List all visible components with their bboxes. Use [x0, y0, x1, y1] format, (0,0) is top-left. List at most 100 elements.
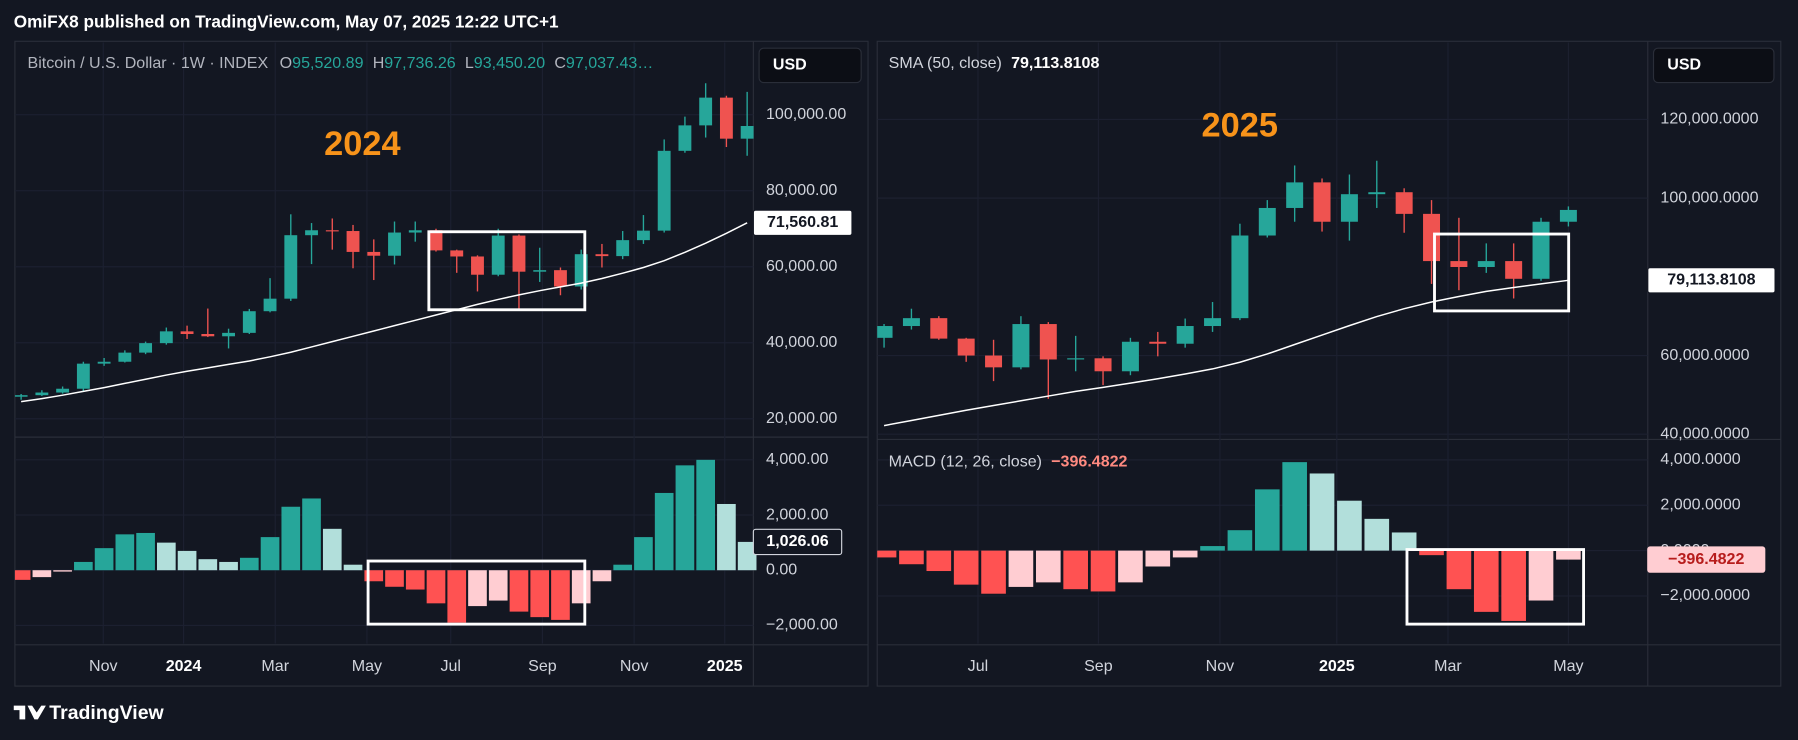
candle-body — [930, 318, 948, 339]
candle-body — [1423, 213, 1441, 262]
candle-body — [14, 395, 28, 397]
candle-body — [1149, 341, 1167, 344]
candle-body — [1231, 235, 1249, 319]
candle-body — [408, 230, 422, 233]
macd-bar — [877, 550, 897, 558]
macd-bar — [1008, 550, 1034, 587]
macd-bar — [488, 570, 508, 601]
sma-line — [883, 279, 1569, 427]
x-tick-label: Jul — [440, 657, 461, 675]
macd-bar — [675, 465, 695, 571]
macd-bar — [281, 506, 301, 571]
currency-button[interactable] — [758, 47, 862, 84]
macd-bar — [74, 561, 93, 571]
macd-bar — [219, 561, 238, 571]
macd-bar — [1364, 518, 1390, 551]
x-tick-label: Sep — [1084, 657, 1113, 675]
candle-body — [76, 363, 90, 389]
sma-value: 79,113.8108 — [1011, 54, 1099, 72]
candle-body — [305, 230, 318, 236]
candle-body — [56, 388, 70, 393]
macd-bar — [447, 570, 467, 623]
currency-label[interactable]: USD — [773, 56, 807, 74]
candle-body — [957, 338, 975, 356]
macd-bar — [32, 570, 52, 578]
candle-body — [719, 97, 733, 139]
macd-bar — [343, 564, 363, 571]
highlight-box — [1405, 548, 1586, 626]
macd-badge — [1647, 546, 1766, 573]
candle-body — [1286, 182, 1304, 208]
macd-bar — [1254, 489, 1280, 551]
candle-body — [678, 125, 692, 151]
candle-body — [1176, 326, 1194, 344]
macd-bar — [156, 542, 176, 571]
candle-body — [533, 270, 547, 272]
highlight-box — [1433, 232, 1571, 313]
y-tick-label: 60,000.0000 — [1660, 346, 1749, 364]
sma-name: SMA (50, close) — [889, 54, 1002, 72]
candle-body — [242, 311, 256, 333]
macd-bar — [926, 550, 952, 572]
y-tick-label: 0.00 — [766, 560, 797, 578]
macd-bar — [1309, 473, 1335, 551]
candle-body — [1450, 261, 1468, 267]
candle-body — [740, 125, 754, 139]
y-tick-label: 100,000.00 — [766, 105, 846, 123]
candle-body — [388, 232, 401, 256]
x-tick-label: Nov — [89, 657, 118, 675]
y-tick-label: 40,000.00 — [766, 333, 837, 351]
y-tick-label: −2,000.0000 — [1660, 586, 1750, 604]
x-tick-label: 2025 — [1319, 657, 1355, 675]
chart-layer: 20,000.00 40,000.00 60,000.00 80,000.00 100,… — [14, 42, 1776, 675]
ohlc-key: C — [554, 54, 566, 72]
macd-bar — [260, 537, 280, 571]
macd-bar — [53, 570, 72, 572]
macd-bar — [1556, 550, 1581, 560]
y-tick-label: 4,000.0000 — [1660, 450, 1740, 468]
macd-bar — [239, 557, 259, 571]
macd-bar — [1446, 550, 1472, 590]
candle-body — [222, 332, 235, 337]
ohlc-key: L — [465, 54, 474, 72]
y-tick-label: 2,000.0000 — [1660, 495, 1740, 513]
macd-bar — [14, 570, 31, 580]
year-annotation: 2025 — [1202, 106, 1278, 144]
candle-body — [985, 355, 1003, 368]
candle-body — [877, 326, 893, 338]
y-tick-label: 100,000.0000 — [1660, 188, 1758, 206]
candle-body — [1505, 261, 1523, 279]
candle-body — [491, 235, 505, 275]
macd-value: −396.4822 — [1051, 453, 1127, 471]
highlight-box — [427, 230, 587, 312]
macd-name: MACD (12, 26, close) — [889, 453, 1042, 471]
candle-body — [637, 230, 650, 241]
macd-bar — [551, 570, 570, 620]
x-tick-label: Jul — [968, 657, 989, 675]
macd-bar — [1501, 550, 1526, 621]
candle-body — [35, 392, 49, 396]
macd-badge-label: −396.4822 — [1668, 550, 1744, 568]
candle-body — [1477, 261, 1495, 267]
candle-body — [1340, 194, 1358, 222]
candle-body — [616, 240, 630, 257]
macd-bar — [1118, 550, 1143, 583]
macd-badge — [752, 528, 843, 556]
macd-bar — [530, 570, 550, 618]
macd-bar — [1145, 550, 1171, 567]
candle-body — [471, 256, 484, 275]
x-tick-label: Mar — [1434, 657, 1462, 675]
macd-badge-label: 1,026.06 — [766, 532, 829, 550]
candle-body — [1368, 192, 1386, 195]
candle-body — [118, 352, 132, 362]
year-annotation: 2024 — [324, 125, 400, 163]
macd-bar — [177, 550, 197, 571]
y-tick-label: −2,000.00 — [766, 616, 838, 634]
currency-label[interactable]: USD — [1667, 56, 1701, 74]
brand-logo: TradingView — [13, 702, 165, 724]
price-badge — [752, 209, 853, 237]
x-tick-label: 2025 — [707, 657, 743, 675]
currency-button[interactable] — [1652, 47, 1775, 84]
y-tick-label: 4,000.00 — [766, 450, 829, 468]
